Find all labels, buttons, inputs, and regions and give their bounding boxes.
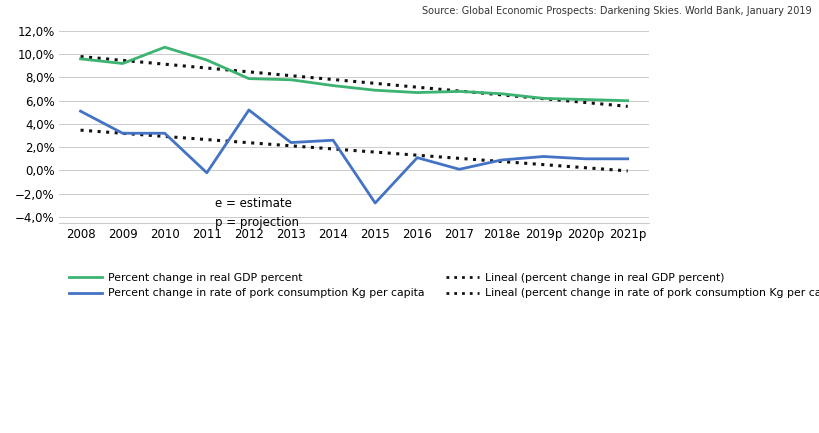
Text: Source: Global Economic Prospects: Darkening Skies. World Bank, January 2019: Source: Global Economic Prospects: Darke… bbox=[422, 6, 811, 16]
Legend: Percent change in real GDP percent, Percent change in rate of pork consumption K: Percent change in real GDP percent, Perc… bbox=[65, 269, 819, 303]
Text: e = estimate
p = projection: e = estimate p = projection bbox=[215, 197, 299, 229]
